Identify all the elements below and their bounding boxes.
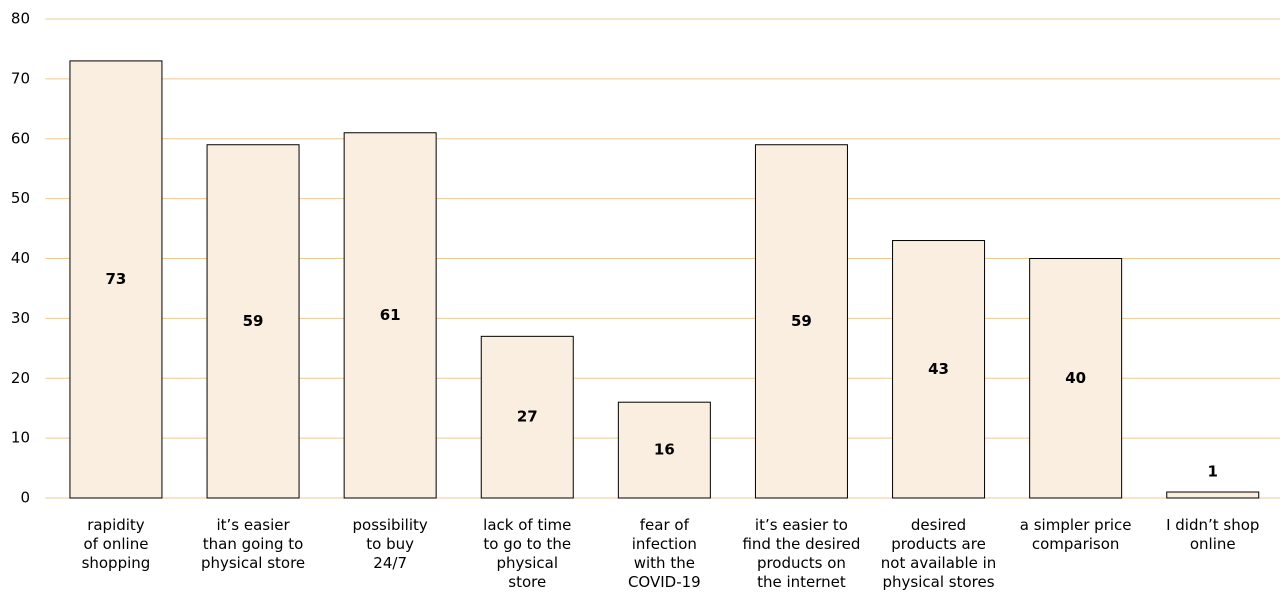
x-tick-label-line: with the bbox=[634, 554, 695, 572]
x-tick-label: a simpler price comparison bbox=[1020, 516, 1132, 553]
value-label: 59 bbox=[243, 312, 264, 330]
bar bbox=[343, 132, 437, 499]
value-label: 1 bbox=[1208, 463, 1218, 481]
x-tick-label-line: comparison bbox=[1032, 535, 1120, 553]
x-tick-label: fear of infection with the COVID-19 bbox=[628, 516, 701, 591]
x-tick-label-line: physical bbox=[497, 554, 559, 572]
x-tick-label-line: possibility bbox=[353, 516, 428, 534]
bar bbox=[1166, 491, 1260, 499]
x-tick-label-line: infection bbox=[632, 535, 697, 553]
bar bbox=[1029, 258, 1123, 499]
x-tick-label-line: shopping bbox=[82, 554, 151, 572]
y-tick-label: 20 bbox=[11, 369, 30, 387]
value-label: 61 bbox=[380, 306, 401, 324]
y-tick-label: 0 bbox=[20, 489, 30, 507]
x-tick-label: desired products are not available in physi… bbox=[881, 516, 996, 591]
x-tick-label-line: it’s easier to bbox=[755, 516, 848, 534]
bar bbox=[617, 401, 711, 499]
x-tick-label-line: physical stores bbox=[883, 573, 995, 591]
y-tick-label: 50 bbox=[11, 189, 30, 207]
bar bbox=[480, 335, 574, 499]
x-tick-label-line: products are bbox=[891, 535, 986, 553]
x-tick-label-line: than going to bbox=[203, 535, 304, 553]
x-tick-label: I didn’t shop online bbox=[1166, 516, 1259, 553]
x-tick-label-line: online bbox=[1190, 535, 1236, 553]
x-tick-label-line: rapidity bbox=[87, 516, 145, 534]
x-tick-label-line: find the desired bbox=[742, 535, 860, 553]
y-tick-label: 80 bbox=[11, 10, 30, 28]
x-tick-label-line: I didn’t shop bbox=[1166, 516, 1259, 534]
x-tick-label: possibility to buy 24/7 bbox=[353, 516, 428, 572]
value-label: 40 bbox=[1065, 369, 1086, 387]
bar bbox=[754, 144, 848, 499]
y-tick-label: 40 bbox=[11, 249, 30, 267]
x-tick-label: lack of time to go to the physical store bbox=[483, 516, 571, 591]
x-tick-label-line: fear of bbox=[640, 516, 690, 534]
x-tick-label-line: of online bbox=[83, 535, 148, 553]
x-tick-label-line: to go to the bbox=[483, 535, 571, 553]
x-tick-label: it’s easier to find the desired products o… bbox=[742, 516, 860, 591]
y-tick-label: 60 bbox=[11, 129, 30, 147]
x-tick-label-line: it’s easier bbox=[216, 516, 290, 534]
x-tick-label-line: lack of time bbox=[483, 516, 571, 534]
y-tick-label: 70 bbox=[11, 69, 30, 87]
bar bbox=[69, 60, 163, 499]
value-label: 73 bbox=[106, 270, 127, 288]
x-tick-label: it’s easier than going to physical store bbox=[201, 516, 305, 572]
x-tick-label-line: the internet bbox=[757, 573, 846, 591]
x-tick-label: rapidity of online shopping bbox=[82, 516, 151, 572]
value-label: 27 bbox=[517, 408, 538, 426]
value-label: 16 bbox=[654, 441, 675, 459]
x-tick-label-line: physical store bbox=[201, 554, 305, 572]
y-tick-label: 30 bbox=[11, 309, 30, 327]
value-label: 43 bbox=[928, 360, 949, 378]
x-tick-label-line: to buy bbox=[366, 535, 414, 553]
x-tick-label-line: not available in bbox=[881, 554, 996, 572]
x-tick-label-line: store bbox=[508, 573, 546, 591]
y-tick-label: 10 bbox=[11, 429, 30, 447]
x-tick-label-line: 24/7 bbox=[373, 554, 407, 572]
value-label: 59 bbox=[791, 312, 812, 330]
x-tick-label-line: a simpler price bbox=[1020, 516, 1132, 534]
bar bbox=[892, 240, 986, 499]
x-tick-label-line: desired bbox=[911, 516, 966, 534]
x-tick-label-line: products on bbox=[757, 554, 846, 572]
bar bbox=[206, 144, 300, 499]
x-tick-label-line: COVID-19 bbox=[628, 573, 701, 591]
